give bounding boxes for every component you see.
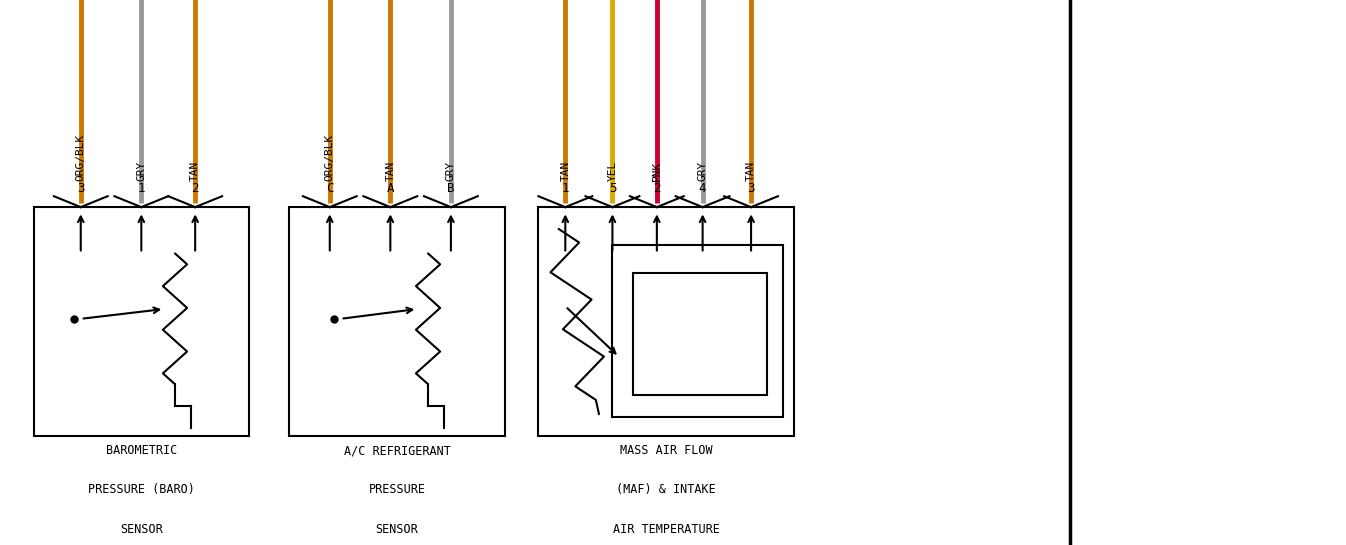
Text: AIR TEMPERATURE: AIR TEMPERATURE bbox=[612, 523, 720, 536]
Text: GRY: GRY bbox=[136, 161, 147, 181]
Text: PNK: PNK bbox=[651, 161, 662, 181]
Text: GRY: GRY bbox=[446, 161, 456, 181]
Text: SENSOR: SENSOR bbox=[120, 523, 163, 536]
Text: B: B bbox=[447, 182, 455, 195]
Text: PRESSURE (BARO): PRESSURE (BARO) bbox=[87, 483, 195, 496]
Text: 1: 1 bbox=[561, 182, 569, 195]
Text: ORG/BLK: ORG/BLK bbox=[75, 134, 86, 181]
Text: YEL: YEL bbox=[607, 161, 618, 181]
Text: GRY: GRY bbox=[697, 161, 708, 181]
Text: 5: 5 bbox=[608, 182, 616, 195]
Text: SENSOR: SENSOR bbox=[376, 523, 419, 536]
Text: A: A bbox=[386, 182, 394, 195]
Text: TAN: TAN bbox=[560, 161, 571, 181]
Text: 2: 2 bbox=[191, 182, 199, 195]
Text: 1: 1 bbox=[137, 182, 145, 195]
Bar bbox=[289, 207, 505, 436]
Text: (MAF) & INTAKE: (MAF) & INTAKE bbox=[616, 483, 716, 496]
Text: MASS AIR FLOW: MASS AIR FLOW bbox=[621, 444, 712, 457]
Text: C: C bbox=[326, 182, 334, 195]
Text: TAN: TAN bbox=[746, 161, 756, 181]
Text: 2: 2 bbox=[653, 182, 661, 195]
Text: A/C REFRIGERANT: A/C REFRIGERANT bbox=[343, 444, 451, 457]
Text: BAROMETRIC: BAROMETRIC bbox=[106, 444, 176, 457]
Text: 3: 3 bbox=[747, 182, 755, 195]
Text: ORG/BLK: ORG/BLK bbox=[324, 134, 335, 181]
Text: 3: 3 bbox=[77, 182, 85, 195]
Text: TAN: TAN bbox=[190, 161, 201, 181]
Bar bbox=[633, 272, 767, 395]
Text: TAN: TAN bbox=[385, 161, 396, 181]
Bar bbox=[34, 207, 249, 436]
Text: 4: 4 bbox=[699, 182, 707, 195]
Bar bbox=[538, 207, 794, 436]
Text: PRESSURE: PRESSURE bbox=[369, 483, 425, 496]
Bar bbox=[612, 245, 783, 417]
